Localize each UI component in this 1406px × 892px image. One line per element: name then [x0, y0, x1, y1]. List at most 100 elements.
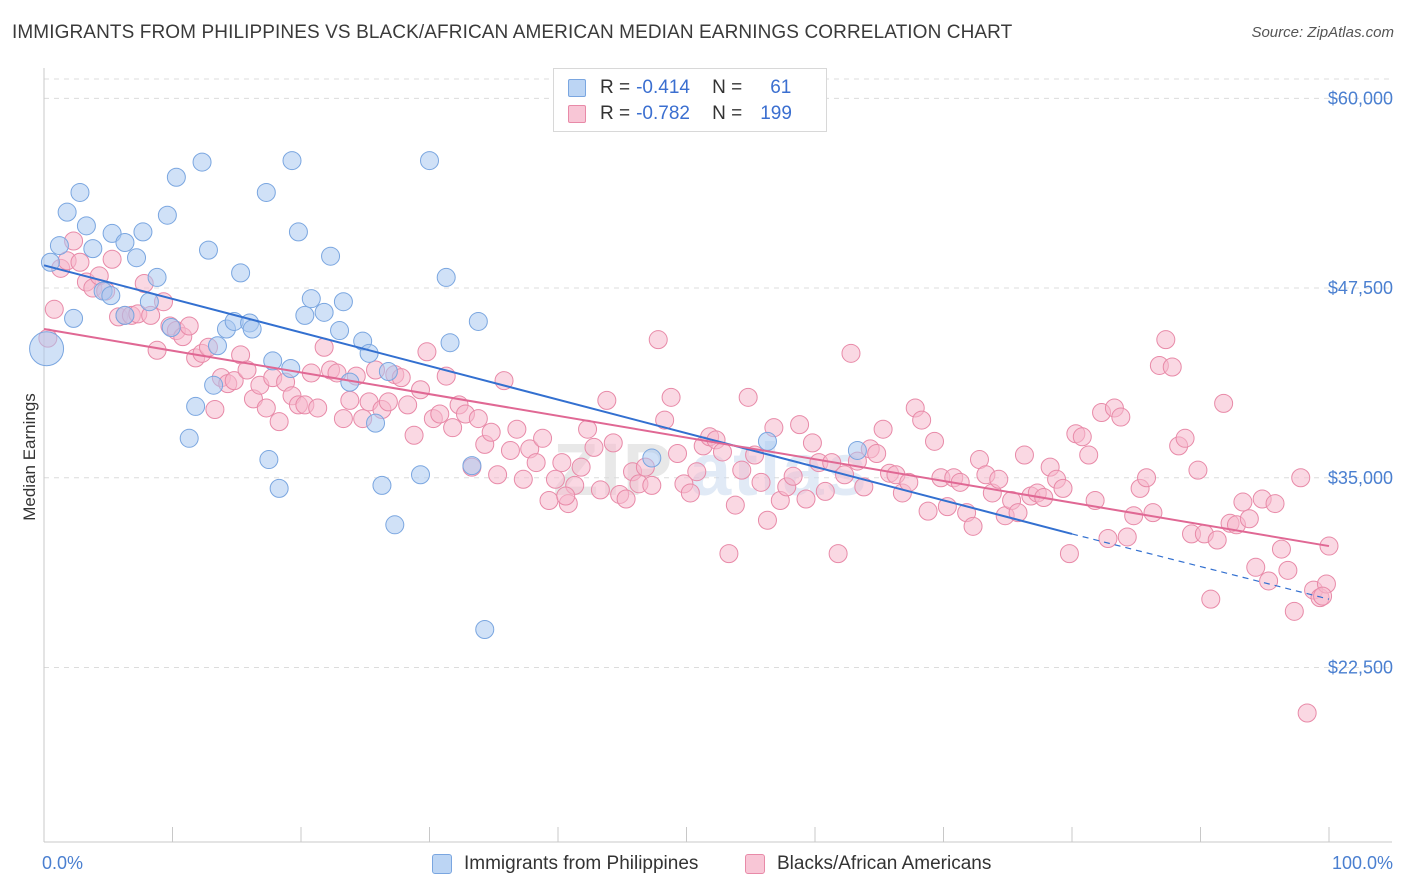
point-blacks: [1233, 492, 1253, 512]
series-blacks-points: [38, 231, 1339, 723]
point-philippines: [192, 152, 212, 172]
point-blacks: [378, 392, 398, 412]
legend-row-blacks: R = -0.782 N = 199: [568, 102, 792, 126]
point-blacks: [1284, 601, 1304, 621]
point-blacks: [1098, 528, 1118, 548]
legend-swatch-philippines: [568, 79, 586, 97]
bottom-legend-philippines: Immigrants from Philippines: [432, 851, 698, 877]
point-philippines: [468, 311, 488, 331]
point-philippines: [102, 223, 122, 243]
point-blacks: [44, 299, 64, 319]
point-blacks: [468, 409, 488, 429]
point-philippines: [101, 286, 121, 306]
point-philippines: [757, 431, 777, 451]
point-philippines: [179, 428, 199, 448]
trend-line-philippines: [43, 264, 1073, 535]
point-blacks: [867, 443, 887, 463]
point-blacks: [751, 472, 771, 492]
point-blacks: [1124, 506, 1144, 526]
point-blacks: [1291, 468, 1311, 488]
legend-r-label: R =: [600, 103, 631, 124]
point-philippines: [372, 475, 392, 495]
point-philippines: [127, 248, 147, 268]
point-philippines: [70, 182, 90, 202]
point-blacks: [1271, 539, 1291, 559]
point-blacks: [70, 252, 90, 272]
point-blacks: [815, 481, 835, 501]
point-philippines: [198, 240, 218, 260]
point-philippines: [436, 267, 456, 287]
point-blacks: [308, 398, 328, 418]
point-blacks: [443, 418, 463, 438]
point-blacks: [1008, 503, 1028, 523]
bottom-legend-swatch-blacks: [745, 854, 765, 874]
point-philippines: [242, 319, 262, 339]
point-blacks: [1246, 557, 1266, 577]
point-blacks: [725, 495, 745, 515]
point-blacks: [828, 544, 848, 564]
point-blacks: [526, 453, 546, 473]
point-blacks: [873, 419, 893, 439]
point-blacks: [603, 433, 623, 453]
legend-n-value: 61: [770, 77, 792, 98]
point-blacks: [854, 477, 874, 497]
legend-row-philippines: R = -0.414 N = 61: [568, 76, 791, 100]
point-philippines: [115, 233, 135, 253]
point-blacks: [269, 412, 289, 432]
point-blacks: [687, 462, 707, 482]
point-blacks: [545, 469, 565, 489]
legend-swatch-blacks: [568, 105, 586, 123]
point-blacks: [680, 483, 700, 503]
point-blacks: [790, 415, 810, 435]
point-blacks: [841, 343, 861, 363]
point-blacks: [616, 489, 636, 509]
point-blacks: [417, 342, 437, 362]
y-tick-label: $22,500: [1328, 657, 1393, 677]
series-philippines-points: [29, 151, 867, 640]
axes: [43, 68, 1392, 843]
bottom-legend-label-blacks: Blacks/African Americans: [777, 853, 992, 874]
x-tick-label-min: 0.0%: [42, 853, 83, 873]
point-blacks: [1137, 468, 1157, 488]
point-philippines: [359, 343, 379, 363]
legend-r-value: -0.782: [636, 103, 690, 124]
point-philippines: [295, 305, 315, 325]
point-blacks: [796, 489, 816, 509]
trend-lines: [43, 264, 1330, 600]
point-blacks: [1117, 527, 1137, 547]
point-blacks: [411, 380, 431, 400]
point-blacks: [1214, 393, 1234, 413]
point-blacks: [1201, 589, 1221, 609]
point-philippines: [378, 362, 398, 382]
point-blacks: [1079, 445, 1099, 465]
point-blacks: [668, 443, 688, 463]
point-philippines: [411, 465, 431, 485]
point-philippines: [462, 456, 482, 476]
legend-n-label: N =: [712, 77, 743, 98]
point-philippines: [847, 440, 867, 460]
trend-line-philippines-extension: [1071, 533, 1330, 600]
point-philippines: [57, 202, 77, 222]
point-blacks: [404, 425, 424, 445]
point-blacks: [1207, 530, 1227, 550]
point-blacks: [224, 371, 244, 391]
point-blacks: [507, 419, 527, 439]
point-blacks: [102, 249, 122, 269]
point-philippines: [64, 308, 84, 328]
point-blacks: [1265, 494, 1285, 514]
bottom-legend-blacks: Blacks/African Americans: [745, 851, 991, 877]
bottom-legend-swatch-philippines: [432, 854, 452, 874]
point-blacks: [732, 460, 752, 480]
y-axis-title: Median Earnings: [20, 393, 39, 521]
point-philippines: [282, 151, 302, 171]
point-philippines: [366, 413, 386, 433]
y-tick-label: $35,000: [1328, 468, 1393, 488]
point-blacks: [179, 316, 199, 336]
point-philippines: [147, 267, 167, 287]
point-philippines: [259, 450, 279, 470]
point-blacks: [584, 437, 604, 457]
point-philippines: [440, 333, 460, 353]
point-blacks: [757, 510, 777, 530]
point-blacks: [256, 398, 276, 418]
point-blacks: [1297, 703, 1317, 723]
